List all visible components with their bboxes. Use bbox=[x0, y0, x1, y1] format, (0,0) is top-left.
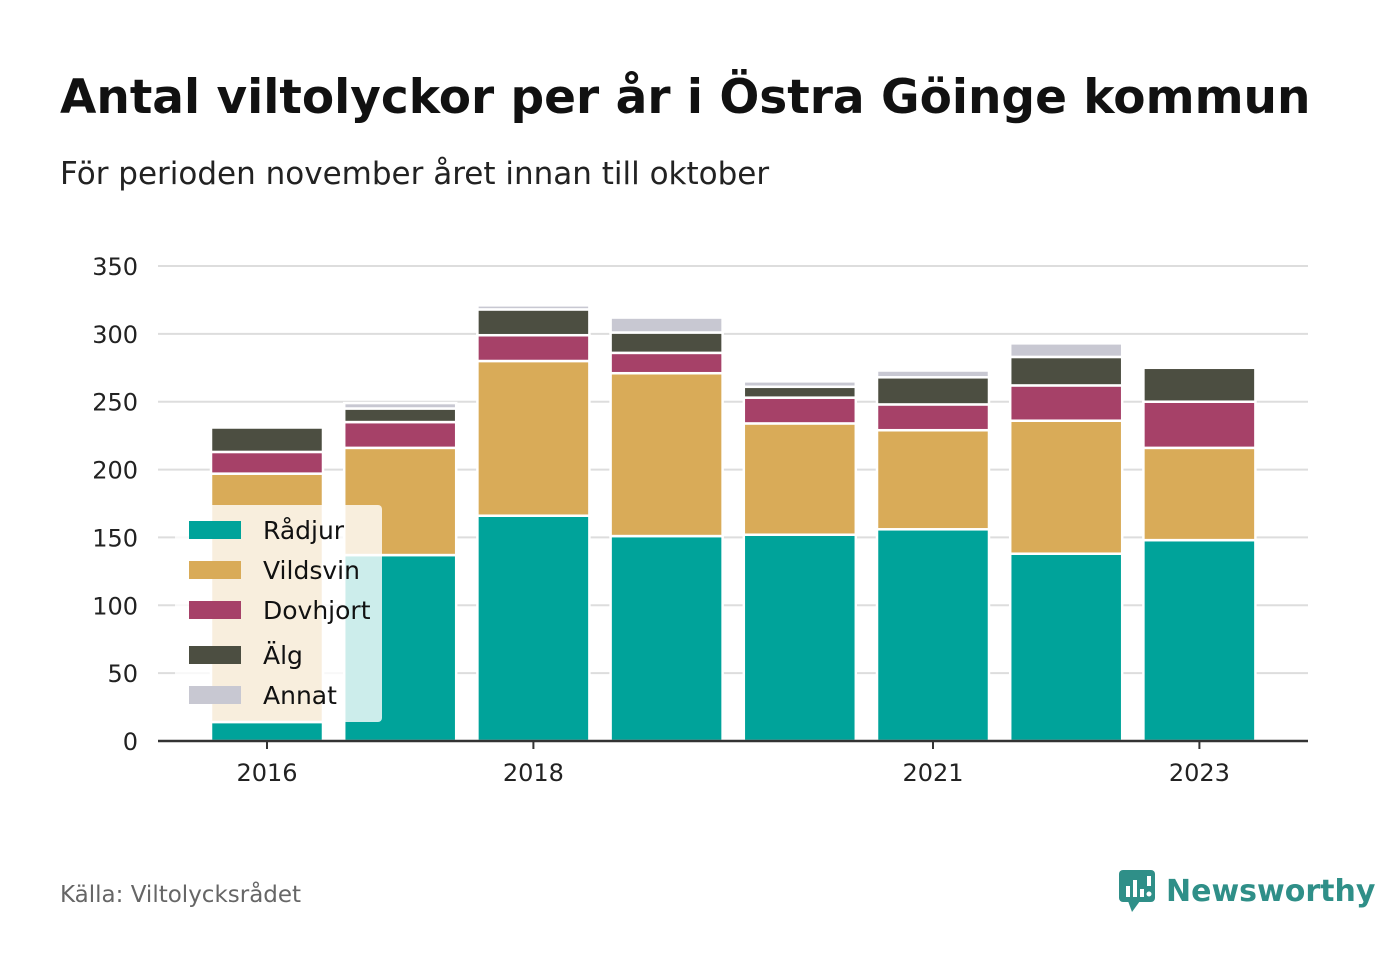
brand-logo: Newsworthy bbox=[1118, 868, 1375, 914]
legend-item: Dovhjort bbox=[189, 590, 371, 630]
brand-name: Newsworthy bbox=[1166, 873, 1376, 909]
bar-segment-vildsvin bbox=[1008, 419, 1124, 555]
source-note: Källa: Viltolycksrådet bbox=[60, 882, 302, 908]
bar-segment-vildsvin bbox=[742, 422, 858, 536]
bar-segment-vildsvin bbox=[476, 359, 591, 517]
legend-label: Dovhjort bbox=[263, 595, 371, 625]
bar-segment-dovhjort bbox=[1008, 384, 1124, 422]
bar-segment-rådjur bbox=[742, 533, 858, 743]
bars bbox=[209, 304, 1257, 743]
legend-label: Älg bbox=[263, 640, 303, 670]
legend-swatch bbox=[189, 561, 241, 579]
legend-item: Annat bbox=[189, 675, 337, 715]
legend-item: Rådjur bbox=[189, 510, 344, 550]
y-tick-label: 0 bbox=[123, 728, 138, 756]
bar-segment-vildsvin bbox=[875, 428, 991, 531]
bar-segment-dovhjort bbox=[342, 420, 458, 450]
legend-label: Vildsvin bbox=[263, 555, 360, 585]
bar-segment-älg bbox=[609, 331, 724, 355]
bar-segment-älg bbox=[1008, 355, 1124, 387]
y-tick-label: 300 bbox=[92, 321, 138, 349]
legend-swatch bbox=[189, 686, 241, 704]
bar-segment-rådjur bbox=[1008, 552, 1124, 743]
chart-subtitle: För perioden november året innan till ok… bbox=[60, 156, 770, 192]
bar-segment-vildsvin bbox=[1142, 446, 1257, 542]
bar-segment-annat bbox=[1008, 342, 1124, 359]
y-tick-label: 100 bbox=[92, 592, 138, 620]
bar-segment-dovhjort bbox=[476, 333, 591, 363]
chart-speech-bubble-icon bbox=[1119, 870, 1155, 912]
y-tick-label: 250 bbox=[92, 389, 138, 417]
bar-segment-dovhjort bbox=[1142, 400, 1257, 450]
x-tick-label: 2023 bbox=[1169, 759, 1230, 787]
bar-segment-annat bbox=[742, 380, 858, 389]
legend-swatch bbox=[189, 521, 241, 539]
bar-segment-älg bbox=[476, 308, 591, 337]
y-tick-label: 50 bbox=[107, 660, 138, 688]
bar-segment-rådjur bbox=[209, 720, 325, 743]
x-tick-label: 2018 bbox=[503, 759, 564, 787]
legend-item: Älg bbox=[189, 635, 303, 675]
x-axis: 2016 2018 2021 2023 bbox=[158, 739, 1308, 787]
bar-segment-annat bbox=[875, 369, 991, 379]
bar-segment-annat bbox=[609, 316, 724, 334]
y-tick-label: 350 bbox=[92, 253, 138, 281]
legend-label: Annat bbox=[263, 680, 337, 710]
legend-swatch bbox=[189, 646, 241, 664]
bar-segment-vildsvin bbox=[609, 371, 724, 538]
bar-segment-dovhjort bbox=[609, 351, 724, 375]
x-tick-label: 2021 bbox=[902, 759, 963, 787]
y-tick-label: 150 bbox=[92, 524, 138, 552]
bar-segment-annat bbox=[476, 304, 591, 311]
bar-segment-älg bbox=[1142, 366, 1257, 403]
bar-segment-älg bbox=[875, 376, 991, 406]
bar-segment-älg bbox=[209, 426, 325, 454]
bar-segment-dovhjort bbox=[875, 403, 991, 432]
legend-label: Rådjur bbox=[263, 515, 345, 545]
y-axis-ticks: 0 50 100 150 200 250 300 350 bbox=[92, 253, 138, 756]
bar-segment-älg bbox=[342, 407, 458, 424]
bar-segment-dovhjort bbox=[209, 450, 325, 475]
y-tick-label: 200 bbox=[92, 457, 138, 485]
legend-swatch bbox=[189, 601, 241, 619]
bar-segment-rådjur bbox=[476, 514, 591, 743]
legend-item: Vildsvin bbox=[189, 550, 360, 590]
bar-segment-rådjur bbox=[1142, 538, 1257, 743]
bar-segment-dovhjort bbox=[742, 396, 858, 425]
bar-segment-rådjur bbox=[609, 534, 724, 743]
bar-segment-annat bbox=[342, 401, 458, 410]
bar-segment-älg bbox=[742, 385, 858, 399]
x-tick-label: 2016 bbox=[236, 759, 297, 787]
bar-segment-rådjur bbox=[875, 528, 991, 743]
chart-title: Antal viltolyckor per år i Östra Göinge … bbox=[60, 70, 1311, 125]
legend: Rådjur Vildsvin Dovhjort Älg Annat bbox=[175, 505, 382, 722]
